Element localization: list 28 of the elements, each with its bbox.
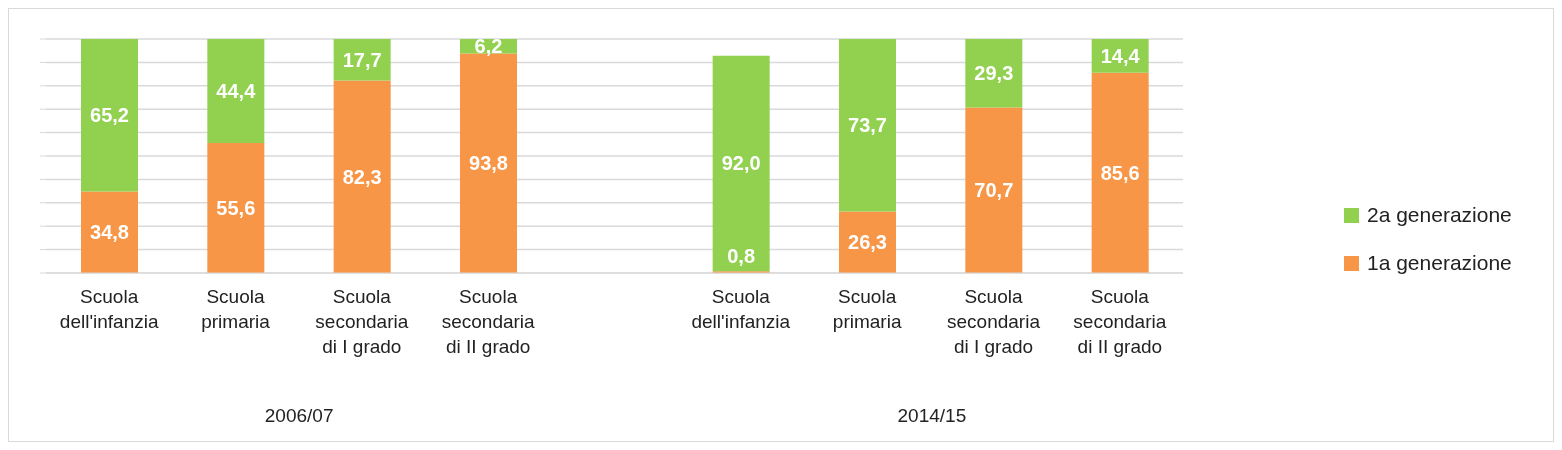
x-tick-label: Scuola dell'infanzia (59, 286, 159, 332)
data-label: 34,8 (90, 221, 129, 244)
x-tick-label: Scuola secondaria di II grado (1073, 286, 1167, 357)
x-tick-label: Scuola dell'infanzia (691, 286, 791, 332)
x-tick-label: Scuola primaria (201, 286, 271, 332)
data-label: 6,2 (474, 35, 503, 58)
data-label: 93,8 (469, 152, 508, 175)
data-label: 44,4 (216, 79, 257, 102)
text: 2006/07 (263, 405, 335, 427)
data-label: 73,7 (848, 114, 887, 137)
data-label: 29,3 (974, 62, 1014, 85)
data-label: 55,6 (216, 196, 256, 219)
data-label: 92,0 (721, 152, 761, 175)
data-label: 17,7 (342, 48, 382, 71)
legend-label: 1a generazione (1367, 251, 1512, 275)
data-label: 26,3 (848, 231, 887, 254)
data-label: 0,8 (727, 245, 756, 268)
x-tick-label: Scuola secondaria di I grado (947, 286, 1041, 357)
data-label: 82,3 (342, 165, 382, 188)
text: 2014/15 (896, 405, 968, 427)
x-tick-label: Scuola primaria (832, 286, 902, 332)
data-label: 14,4 (1100, 44, 1141, 67)
data-label: 70,7 (974, 179, 1014, 202)
data-label: 65,2 (90, 104, 129, 127)
x-tick-label: Scuola secondaria di II grado (441, 286, 536, 357)
legend-label: 2a generazione (1367, 203, 1512, 227)
x-tick-label: Scuola secondaria di I grado (315, 286, 409, 357)
data-label: 85,6 (1100, 161, 1140, 184)
